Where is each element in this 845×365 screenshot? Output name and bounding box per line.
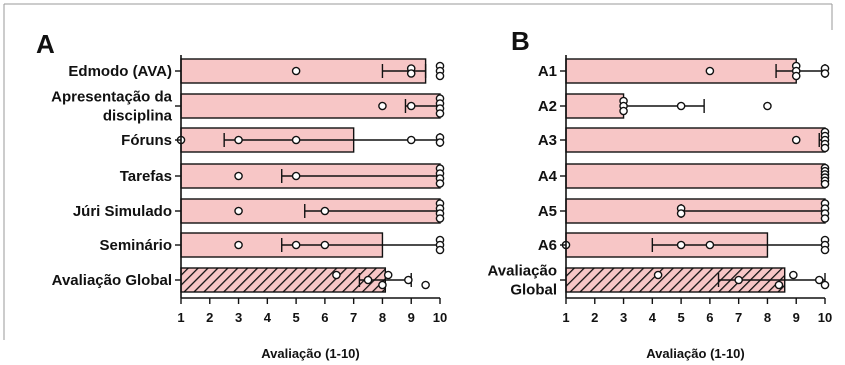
panel-b-row-1-bar: [565, 58, 797, 84]
panel-b-row-6-point: [820, 245, 830, 255]
panel-letter-b: B: [511, 26, 530, 56]
panel-b-row-3-bar: [565, 127, 826, 153]
panel-b-row-2-bar: [565, 93, 625, 119]
panel-a-row-2-label-line-2: disciplina: [103, 108, 173, 125]
panel-a-x-tick-label: 7: [350, 310, 357, 325]
panel-a-row-6-point: [435, 245, 445, 255]
panel-b-x-tick-label: 9: [793, 310, 800, 325]
panel-a-x-tick-label: 9: [408, 310, 415, 325]
panel-a-x-tick-label: 10: [433, 310, 447, 325]
panel-b-row-2-label: A2: [538, 98, 557, 115]
panel-a-row-7-point: [383, 270, 393, 280]
panel-b-row-7-point: [814, 275, 824, 285]
panel-a-row-3-point: [435, 138, 445, 147]
panel-a-row-7-label: Avaliação Global: [52, 272, 172, 289]
panel-a-row-6-point: [291, 240, 301, 250]
panel-b-row-1-point: [791, 71, 801, 81]
panel-b-row-7-point: [734, 275, 743, 285]
panel-b-row-7-point: [774, 280, 784, 290]
panel-b-row-2-point: [619, 106, 628, 116]
panel-b-row-3-label: A3: [538, 132, 557, 149]
panel-a-row-4-label: Tarefas: [120, 168, 172, 185]
panel-b: A1 A2 A3 A4 A5 A6 Avaliação Global 1 2 3 4 5 6 7 8 9 10 Av…: [488, 55, 832, 361]
panel-b-row-4-label: A4: [538, 168, 558, 185]
panel-b-row-6-label: A6: [538, 237, 557, 254]
panel-b-row-4-point: [820, 179, 830, 189]
panel-a-row-7-point: [332, 270, 341, 280]
panel-a-row-2-point: [435, 109, 445, 118]
panel-a-row-3-point: [234, 135, 243, 145]
panel-b-row-7-label-line-1: Avaliação: [488, 263, 558, 280]
panel-b-row-5-point: [676, 209, 686, 218]
panel-a-row-4-point: [435, 179, 445, 188]
panel-b-x-tick-label: 1: [562, 310, 569, 325]
panel-a-row-1-point: [291, 66, 301, 76]
panel-a-row-3-label: Fóruns: [121, 132, 172, 149]
panel-a-row-7-point: [421, 280, 430, 290]
panel-b-x-tick-label: 2: [591, 310, 598, 325]
panel-a-row-3-point: [291, 135, 301, 145]
panel-b-row-4-bar: [565, 163, 826, 189]
panel-a-row-4-point: [234, 171, 243, 181]
panel-a-row-7-point: [404, 275, 413, 285]
panel-a-x-tick-label: 8: [379, 310, 386, 325]
panel-b-x-tick-label: 6: [706, 310, 713, 325]
panel-a-row-5-point: [320, 206, 330, 216]
panel-a-row-2-bar: [180, 93, 441, 119]
panel-b-x-tick-label: 5: [677, 310, 684, 325]
panel-b-row-7-point: [653, 270, 663, 280]
panel-a-row-5-point: [435, 214, 445, 223]
panel-a-row-1-point: [435, 71, 445, 81]
panel-b-x-tick-label: 7: [735, 310, 742, 325]
panel-a: Edmodo (AVA) Apresentação da disciplina Fór…: [51, 55, 447, 361]
panel-b-row-3-point: [791, 135, 801, 145]
panel-a-x-tick-label: 3: [235, 310, 242, 325]
panel-a-row-3-point: [406, 135, 416, 145]
panel-a-x-tick-label: 1: [177, 310, 184, 325]
panel-b-row-5-label: A5: [538, 203, 557, 220]
panel-a-row-7-bar: [180, 267, 387, 293]
panel-a-row-1-label: Edmodo (AVA): [68, 63, 172, 80]
panel-b-row-1-point: [820, 69, 830, 78]
panel-a-row-6-point: [234, 240, 243, 250]
panel-a-x-axis-title: Avaliação (1-10): [261, 346, 360, 361]
panel-b-row-7-point: [789, 270, 798, 280]
panel-a-row-2-label-line-1: Apresentação da: [51, 89, 173, 106]
panel-b-row-2-point: [763, 101, 772, 111]
panel-a-x-tick-label: 5: [292, 310, 299, 325]
panel-b-row-6-point: [676, 240, 686, 250]
panel-a-row-2-point: [378, 101, 387, 111]
panel-b-x-axis-title: Avaliação (1-10): [646, 346, 745, 361]
panel-a-row-1-point: [406, 69, 416, 78]
panel-b-row-1-label: A1: [538, 63, 557, 80]
panel-a-x-tick-label: 2: [206, 310, 213, 325]
panel-letter-a: A: [36, 29, 55, 59]
panel-b-row-6-point: [705, 240, 715, 250]
panel-a-row-7-point: [363, 275, 373, 285]
panel-a-x-tick-label: 6: [321, 310, 328, 325]
panel-a-row-2-point: [406, 101, 416, 111]
panel-b-row-1-point: [705, 66, 715, 76]
panel-a-row-7-point: [378, 280, 387, 290]
panel-b-x-tick-label: 4: [649, 310, 657, 325]
panel-b-row-2-point: [676, 101, 686, 111]
panel-b-row-7-label-line-2: Global: [510, 282, 557, 299]
panel-a-row-6-point: [320, 240, 330, 250]
panel-b-row-7-point: [820, 280, 830, 290]
panel-b-row-5-point: [820, 214, 830, 223]
panel-a-row-5-label: Júri Simulado: [73, 203, 172, 220]
panel-b-row-3-point: [820, 143, 830, 153]
panel-a-row-6-label: Seminário: [99, 237, 172, 254]
panel-a-x-tick-label: 4: [264, 310, 272, 325]
panel-a-row-4-point: [291, 171, 301, 181]
panel-b-x-tick-label: 8: [764, 310, 771, 325]
panel-b-x-tick-label: 10: [818, 310, 832, 325]
panel-b-x-tick-label: 3: [620, 310, 627, 325]
panel-a-row-5-point: [234, 206, 243, 216]
